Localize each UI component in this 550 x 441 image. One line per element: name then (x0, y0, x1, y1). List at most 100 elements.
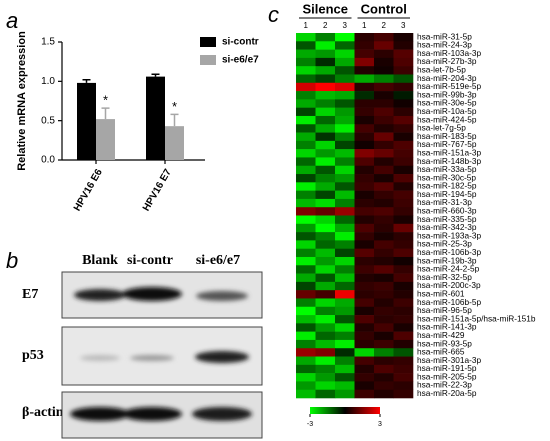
heat-cell (296, 389, 316, 399)
heat-cell (296, 82, 316, 92)
heat-cell (393, 165, 414, 175)
heat-cell (296, 290, 316, 299)
heat-cell (393, 306, 414, 316)
heat-cell (354, 381, 375, 391)
error-bar (82, 79, 91, 83)
heat-cell (393, 248, 414, 258)
heat-cell (335, 315, 355, 324)
heat-cell (315, 198, 336, 208)
heat-cell (393, 256, 414, 266)
error-bar (101, 107, 110, 120)
heat-cell (296, 165, 316, 175)
heat-cell (393, 182, 414, 191)
lane-label: si-contr (127, 253, 173, 268)
column-label: 1 (304, 21, 309, 30)
heat-cell (393, 157, 414, 167)
heat-cell (315, 41, 336, 50)
annotation: * (103, 93, 108, 108)
heat-cell (315, 149, 336, 158)
heat-cell (296, 356, 316, 366)
heat-cell (374, 140, 394, 150)
heat-cell (374, 215, 394, 225)
heat-cell (354, 174, 375, 183)
heat-cell (315, 256, 336, 266)
y-tick-label: 1.5 (41, 37, 55, 48)
row-label: hsa-miR-33a-5p (417, 164, 477, 174)
heat-cell (354, 157, 375, 167)
heat-cell (393, 140, 414, 150)
heat-cell (354, 298, 375, 308)
heat-cell (296, 265, 316, 274)
heat-cell (374, 232, 394, 241)
heat-cell (296, 281, 316, 291)
heat-cell (335, 66, 355, 75)
panel-label: c (268, 2, 279, 27)
heat-cell (315, 315, 336, 324)
heat-cell (335, 381, 355, 391)
heat-cell (296, 207, 316, 216)
heat-cell (374, 66, 394, 75)
heat-cell (374, 306, 394, 316)
row-label: hsa-miR-24-3p (417, 40, 472, 50)
row-label: hsa-let-7g-5p (417, 123, 466, 133)
heat-cell (354, 389, 375, 399)
heat-cell (393, 348, 414, 357)
heat-cell (354, 124, 375, 133)
heat-cell (296, 107, 316, 117)
heat-cell (315, 265, 336, 274)
heat-cell (374, 107, 394, 117)
heat-cell (354, 223, 375, 233)
heat-cell (354, 373, 375, 382)
heat-cell (393, 66, 414, 75)
heat-cell (393, 198, 414, 208)
heat-cell (374, 132, 394, 142)
heat-cell (354, 256, 375, 266)
heat-cell (393, 149, 414, 158)
y-tick-label: 0.0 (41, 155, 55, 166)
row-label: hsa-miR-205-5p (417, 371, 477, 381)
row-label: hsa-miR-151a-3p (417, 147, 481, 157)
heat-cell (374, 389, 394, 399)
heat-cell (354, 315, 375, 324)
heat-cell (374, 373, 394, 382)
heat-cell (393, 373, 414, 382)
heat-cell (393, 107, 414, 117)
heat-cell (374, 165, 394, 175)
heat-cell (296, 198, 316, 208)
heat-cell (296, 124, 316, 133)
heat-cell (315, 373, 336, 382)
heat-cell (335, 265, 355, 274)
heat-cell (296, 248, 316, 258)
heat-cell (374, 315, 394, 324)
heat-cell (374, 339, 394, 349)
row-label: hsa-miR-32-5p (417, 272, 472, 282)
heat-cell (315, 66, 336, 75)
row-label: hsa-let-7b-5p (417, 65, 466, 75)
band (130, 355, 174, 361)
heat-cell (335, 82, 355, 92)
annotation: * (172, 99, 177, 114)
band (192, 407, 252, 421)
heat-cell (374, 364, 394, 374)
heat-cell (374, 356, 394, 366)
heat-cell (374, 115, 394, 125)
legend-label: si-contr (222, 37, 259, 48)
heat-cell (374, 182, 394, 191)
y-axis-label: Relative mRNA expression (16, 31, 28, 171)
lane-label: Blank (82, 253, 118, 268)
heat-cell (354, 273, 375, 283)
heat-cell (335, 331, 355, 341)
band (80, 355, 120, 361)
heat-cell (335, 240, 355, 249)
heat-cell (315, 240, 336, 249)
row-label: hsa-miR-193a-3p (417, 230, 481, 240)
heat-cell (296, 33, 316, 42)
heat-cell (393, 240, 414, 249)
heat-cell (335, 182, 355, 191)
heat-cell (296, 273, 316, 283)
heat-cell (315, 182, 336, 191)
heat-cell (296, 74, 316, 84)
row-label: hsa-miR-25-3p (417, 239, 472, 249)
heat-cell (315, 140, 336, 150)
heat-cell (296, 215, 316, 225)
